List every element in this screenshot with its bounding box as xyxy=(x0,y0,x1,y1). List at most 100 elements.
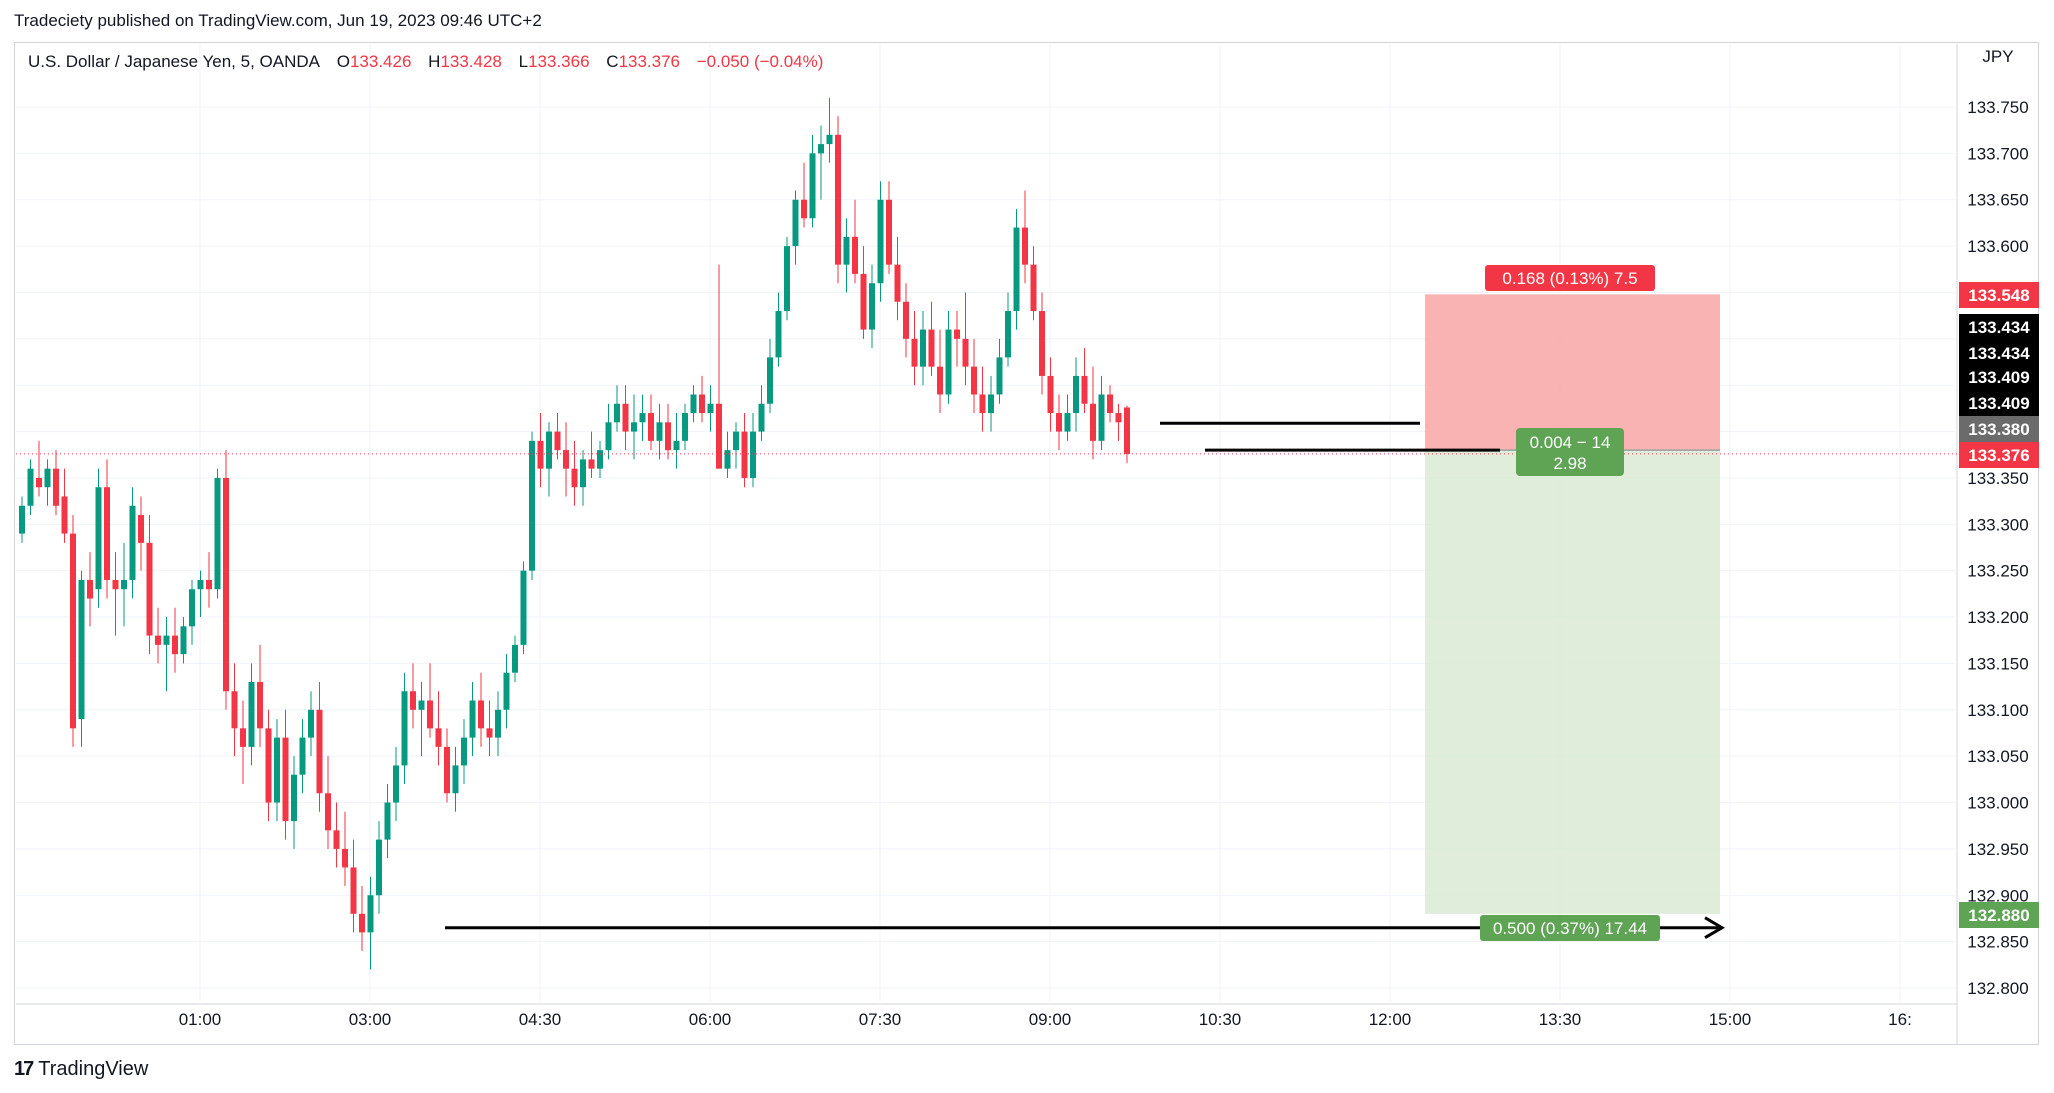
candle-body xyxy=(486,728,493,738)
currency-label: JPY xyxy=(1982,47,2013,66)
price-badge xyxy=(1959,282,2039,308)
candle-body xyxy=(1064,413,1071,432)
x-tick-label: 01:00 xyxy=(179,1010,222,1029)
candle-body xyxy=(444,746,450,794)
price-badge xyxy=(1959,314,2039,340)
candle-body xyxy=(410,691,416,710)
candle-body xyxy=(274,737,280,803)
candle-body xyxy=(656,422,663,441)
y-tick-label: 133.150 xyxy=(1967,654,2028,673)
y-tick-label: 133.050 xyxy=(1967,747,2028,766)
close-value: 133.376 xyxy=(618,52,681,71)
chart-frame[interactable] xyxy=(14,42,2039,1045)
y-tick-label: 133.700 xyxy=(1967,144,2028,163)
candle-body xyxy=(673,440,680,451)
ray-arrow-icon xyxy=(1704,916,1725,940)
candle-body xyxy=(1047,375,1054,414)
candle-body xyxy=(665,422,671,451)
low-value: 133.366 xyxy=(528,52,590,71)
price-badge-label: 133.434 xyxy=(1968,344,2030,363)
candle-body xyxy=(1005,311,1011,358)
candle-body xyxy=(571,468,578,488)
candle-body xyxy=(376,839,382,896)
candle-body xyxy=(554,431,561,451)
y-tick-label: 133.600 xyxy=(1967,237,2028,256)
y-tick-label: 133.300 xyxy=(1967,515,2028,534)
candle-body xyxy=(690,394,697,414)
candle-body xyxy=(962,338,969,367)
candle-body xyxy=(1073,375,1079,414)
x-tick-label: 03:00 xyxy=(349,1010,392,1029)
open-label: O xyxy=(336,52,350,71)
symbol-legend: U.S. Dollar / Japanese Yen, 5, OANDA O13… xyxy=(28,52,823,72)
price-badge xyxy=(1959,364,2039,390)
candle-body xyxy=(427,700,433,729)
candle-body xyxy=(614,403,620,423)
symbol-name[interactable]: U.S. Dollar / Japanese Yen, 5, OANDA xyxy=(28,52,320,71)
target-zone xyxy=(1425,450,1720,914)
candle-body xyxy=(1098,394,1105,441)
candle-body xyxy=(937,366,943,395)
position-mid-line2: 2.98 xyxy=(1553,454,1586,473)
candle-body xyxy=(945,329,952,395)
price-badge-label: 133.380 xyxy=(1968,420,2029,439)
candle-body xyxy=(877,199,884,284)
candle-body xyxy=(988,394,994,414)
risk-label-text: 0.168 (0.13%) 7.5 xyxy=(1502,269,1637,288)
candle-body xyxy=(138,515,144,543)
close-label: C xyxy=(606,52,619,71)
risk-zone xyxy=(1425,294,1720,451)
candle-body xyxy=(605,422,612,451)
candle-body xyxy=(325,793,331,831)
candle-body xyxy=(308,709,314,738)
price-badge-label: 133.434 xyxy=(1968,318,2030,337)
candle-body xyxy=(172,635,178,655)
x-tick-label: 07:30 xyxy=(859,1010,902,1029)
candle-body xyxy=(682,413,688,441)
candle-body xyxy=(240,728,246,747)
candle-body xyxy=(741,431,748,478)
candle-body xyxy=(733,431,739,451)
y-tick-label: 133.350 xyxy=(1967,469,2028,488)
candle-body xyxy=(44,468,51,488)
candle-body xyxy=(903,301,909,339)
tradingview-mark-icon: 17 xyxy=(14,1058,34,1080)
position-mid-line1: 0.004 − 14 xyxy=(1530,433,1611,452)
price-badge xyxy=(1959,442,2039,468)
price-badge xyxy=(1959,390,2039,416)
brand-name: TradingView xyxy=(38,1058,149,1080)
candle-body xyxy=(129,505,136,580)
candle-body xyxy=(639,413,646,423)
candle-body xyxy=(333,830,340,849)
candle-body xyxy=(631,422,637,432)
candle-body xyxy=(367,895,374,933)
candle-body xyxy=(580,459,586,488)
candle-body xyxy=(801,199,807,219)
candle-body xyxy=(78,579,85,720)
candle-body xyxy=(435,728,442,747)
candle-body xyxy=(104,487,110,580)
candle-body xyxy=(1107,394,1113,414)
candle-body xyxy=(384,802,391,840)
candle-body xyxy=(36,477,42,488)
candle-body xyxy=(121,579,127,590)
y-tick-label: 133.250 xyxy=(1967,562,2028,581)
candle-body xyxy=(809,153,816,219)
candle-body xyxy=(588,459,595,469)
target-label-text: 0.500 (0.37%) 17.44 xyxy=(1493,919,1647,938)
x-tick-label: 06:00 xyxy=(689,1010,732,1029)
candle-body xyxy=(53,468,59,506)
tradingview-logo[interactable]: 17 TradingView xyxy=(14,1058,148,1081)
candle-body xyxy=(469,700,476,738)
candle-body xyxy=(418,700,425,710)
price-badge-label: 132.880 xyxy=(1968,906,2029,925)
x-tick-label: 09:00 xyxy=(1029,1010,1072,1029)
change-value: −0.050 (−0.04%) xyxy=(696,52,824,71)
candle-body xyxy=(826,134,833,145)
candle-body xyxy=(95,487,102,590)
candle-body xyxy=(758,403,765,432)
open-value: 133.426 xyxy=(349,52,412,71)
candle-body xyxy=(979,394,986,414)
candle-body xyxy=(146,542,153,636)
